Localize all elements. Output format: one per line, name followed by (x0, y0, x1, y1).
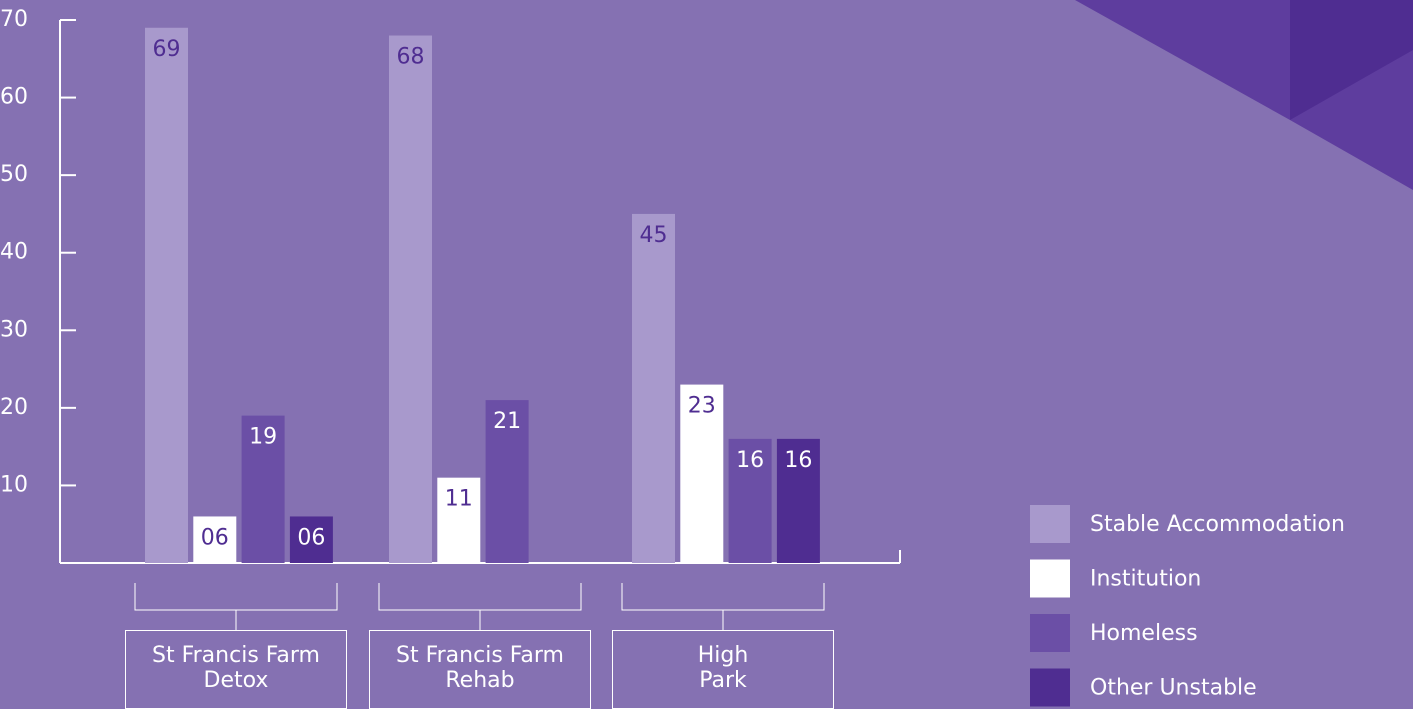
data-label: 16 (736, 448, 764, 473)
y-tick-label: 20 (0, 395, 28, 420)
bar (241, 415, 285, 563)
bar (776, 438, 820, 563)
data-label: 11 (445, 487, 473, 512)
data-label: 06 (297, 525, 325, 550)
x-tick-label: St Francis Farm Detox (125, 630, 347, 709)
bracket (378, 583, 582, 630)
data-label: 21 (493, 409, 521, 434)
data-label: 16 (784, 448, 812, 473)
bar (485, 400, 529, 563)
decoration (1290, 0, 1413, 120)
bar (728, 438, 772, 563)
bar (145, 27, 188, 564)
data-label: 45 (640, 223, 668, 248)
y-tick-label: 60 (0, 85, 28, 110)
legend-label: Institution (1090, 567, 1201, 592)
bar (680, 384, 724, 563)
bar (289, 516, 333, 563)
legend-swatch (1030, 614, 1070, 652)
y-tick-label: 70 (0, 7, 28, 32)
legend-swatch (1030, 668, 1070, 707)
y-tick-label: 40 (0, 240, 28, 265)
y-tick-label: 10 (0, 472, 28, 497)
data-label: 68 (397, 45, 425, 70)
bar (389, 35, 432, 564)
legend-label: Other Unstable (1090, 676, 1257, 701)
x-tick-label: St Francis Farm Rehab (369, 630, 591, 709)
bracket (621, 583, 825, 630)
legend-label: Homeless (1090, 621, 1198, 646)
bar (437, 477, 481, 563)
bracket (134, 583, 338, 630)
data-label: 19 (249, 425, 277, 450)
y-tick-label: 50 (0, 162, 28, 187)
bar (632, 213, 675, 563)
y-tick-label: 30 (0, 317, 28, 342)
legend-label: Stable Accommodation (1090, 512, 1345, 537)
data-label: 23 (688, 394, 716, 419)
bar (193, 516, 237, 563)
x-tick-label: High Park (612, 630, 834, 709)
data-label: 69 (153, 37, 181, 62)
legend-swatch (1030, 559, 1070, 598)
data-label: 06 (201, 525, 229, 550)
legend-swatch (1030, 505, 1070, 543)
